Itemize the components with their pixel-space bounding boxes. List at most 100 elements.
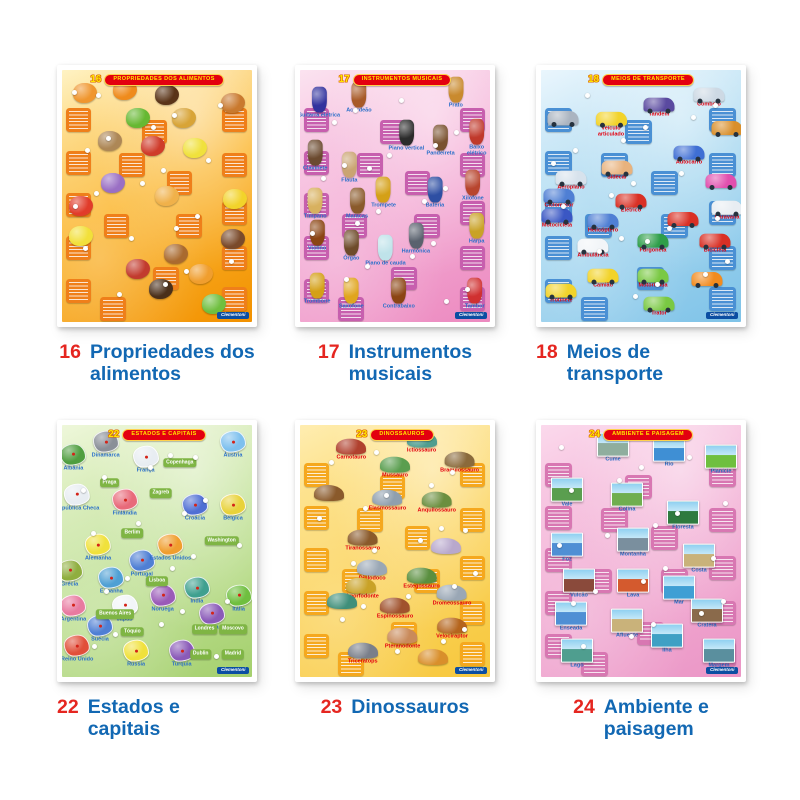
- pickup-truck-icon: [705, 173, 737, 190]
- capital-label: Dublin: [189, 649, 212, 660]
- poster-title-banner: 18 MEIOS DE TRANSPORTE: [541, 74, 741, 86]
- quiz-dot: [136, 520, 142, 526]
- poster-item: Portugal: [128, 549, 155, 578]
- item-label: Elétrico: [620, 207, 642, 214]
- item-label: Piano de cauda: [365, 261, 406, 268]
- item-label: Estados Unidos: [149, 556, 192, 563]
- quiz-dot: [645, 238, 650, 244]
- bus-icon: [673, 145, 705, 162]
- quiz-dot: [438, 525, 444, 531]
- quiz-dot: [593, 588, 598, 594]
- text-box: [303, 548, 330, 573]
- item-label: Afluente: [616, 632, 638, 639]
- poster-item: Contrabaixo: [383, 277, 415, 311]
- ham-icon: [126, 259, 150, 280]
- quiz-dot: [366, 165, 372, 171]
- item-label: Floresta: [672, 524, 694, 531]
- capital-label: Copenhaga: [163, 458, 197, 468]
- poster-item: Autocarro: [673, 145, 705, 166]
- quiz-dot: [183, 269, 189, 275]
- poster-item: França: [132, 445, 159, 475]
- poster-item: [183, 138, 207, 159]
- item-label: Cume: [605, 456, 621, 463]
- quiz-dot: [332, 120, 338, 126]
- poster-item: Tandem: [643, 97, 675, 118]
- poster-item: Pteranodonte: [385, 627, 420, 651]
- quiz-dot: [721, 598, 726, 604]
- apricots-icon: [188, 264, 213, 285]
- poster-item: Maracas: [346, 187, 368, 220]
- poster-item: Estados Unidos: [149, 534, 192, 563]
- quiz-dot: [725, 259, 730, 264]
- quiz-dot: [202, 498, 208, 504]
- quiz-dot: [343, 276, 349, 282]
- item-label: Prato: [448, 102, 463, 109]
- portugal-map-icon: [128, 549, 155, 572]
- germany-map-icon: [85, 534, 112, 557]
- poster-item: Foz: [551, 533, 583, 564]
- united-kingdom-map-icon: [64, 634, 91, 657]
- quiz-dot: [94, 190, 100, 196]
- item-label: Croácia: [184, 515, 206, 522]
- diplodocus-icon: [357, 559, 388, 576]
- poster-item: [711, 120, 741, 137]
- item-label: Argentina: [62, 616, 87, 623]
- poster-item: Estegossauro: [403, 567, 440, 590]
- poster-item: [222, 188, 247, 209]
- dromaeosaurus-icon: [436, 584, 467, 601]
- item-label: Braquiossauro: [440, 467, 480, 474]
- quiz-dot: [653, 523, 658, 529]
- quiz-dot: [317, 515, 323, 521]
- poster-item: Furgoneta: [637, 233, 669, 254]
- item-label: Anquilossauro: [417, 507, 457, 514]
- poster-item: Trator: [643, 296, 675, 317]
- spinosaurus-icon: [380, 597, 410, 614]
- item-label: Dinamarca: [91, 452, 120, 459]
- item-label: Caravana: [714, 214, 740, 221]
- quiz-dot: [573, 148, 578, 154]
- poster-item: Mussauro: [380, 456, 410, 479]
- caption-number: 22: [57, 696, 79, 718]
- quiz-dot: [679, 170, 684, 176]
- poster-item: [148, 279, 173, 300]
- libya-map-icon: [199, 602, 226, 625]
- banana-icon: [69, 226, 93, 247]
- quiz-dot: [643, 125, 648, 131]
- poster-item: [313, 485, 344, 502]
- text-box: [357, 508, 383, 533]
- poster-item: Órgão: [343, 230, 359, 263]
- mango-icon: [72, 82, 97, 103]
- chocolate-cake-icon: [148, 279, 173, 300]
- item-label: Vale: [561, 501, 573, 508]
- poster-item: [431, 537, 462, 554]
- quiz-dot: [372, 548, 378, 554]
- poster-item: Margem: [703, 638, 735, 670]
- quiz-dot: [162, 281, 168, 287]
- item-label: Rússia: [127, 661, 146, 668]
- item-label: Ictiossauro: [406, 447, 437, 454]
- item-label: Lago: [570, 662, 584, 669]
- item-label: Foz: [562, 557, 572, 564]
- item-label: Harmónica: [401, 248, 431, 255]
- tomato-icon: [69, 196, 93, 217]
- poster-item: Colina: [611, 482, 643, 514]
- city-bus-icon: [691, 272, 723, 289]
- clementoni-logo: Clementoni: [706, 666, 738, 674]
- item-label: Dimorfodonte: [342, 593, 379, 600]
- text-box: [709, 508, 736, 533]
- quiz-dot: [362, 505, 368, 511]
- trolleybus-icon: [667, 211, 699, 228]
- poster-item: Saxofone: [339, 277, 364, 311]
- text-box: [65, 279, 92, 304]
- quiz-dot: [101, 475, 107, 481]
- quiz-dot: [225, 598, 231, 604]
- poster-item: [154, 85, 179, 106]
- drum-icon: [467, 277, 483, 304]
- valley-photo-icon: [551, 477, 583, 502]
- caption-number: 23: [320, 696, 343, 718]
- item-label: Violino: [307, 245, 327, 252]
- india-map-icon: [183, 576, 210, 599]
- poster-item: Índia: [183, 576, 210, 606]
- quiz-dot: [168, 452, 174, 458]
- caravan-icon: [711, 200, 741, 217]
